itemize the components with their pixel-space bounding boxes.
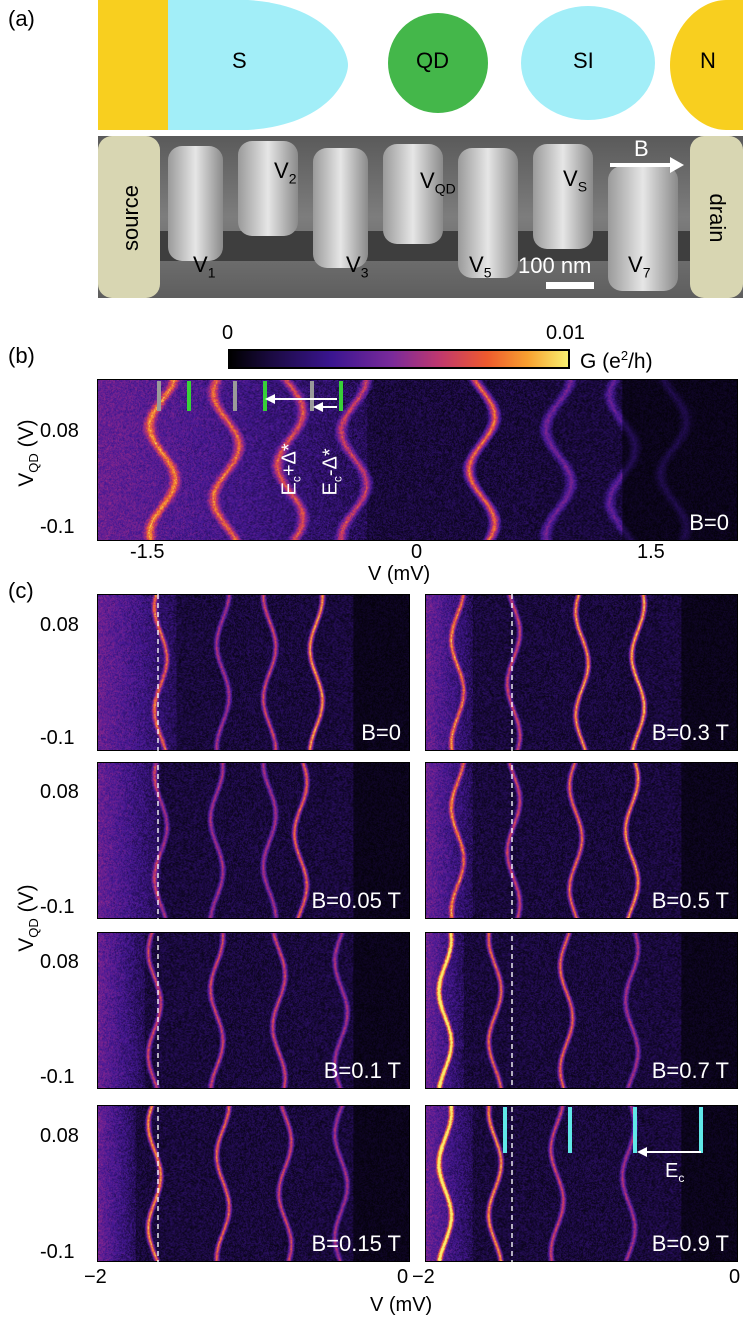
gap-annotations bbox=[157, 381, 343, 412]
c-xtick-left-min: −2 bbox=[84, 1266, 107, 1288]
b-ytick-bottom: -0.1 bbox=[40, 516, 75, 538]
panel-label-a: (a) bbox=[8, 6, 35, 31]
reference-dashed-lines bbox=[157, 594, 513, 1262]
heatmap-c6-field-label: B=0.7 T bbox=[651, 1058, 729, 1083]
heatmap-c3-field-label: B=0.05 T bbox=[311, 888, 402, 913]
b-xtick-right: 1.5 bbox=[637, 541, 665, 563]
field-arrow-head bbox=[670, 157, 684, 173]
heatmap-c3: B=0.05 T bbox=[97, 762, 410, 919]
c-xtick-right-max: 0 bbox=[729, 1266, 741, 1288]
heatmap-b: B=0 bbox=[97, 379, 738, 541]
drain-contact bbox=[690, 136, 743, 298]
gate-label-v3: V3 bbox=[346, 252, 369, 281]
field-label: B bbox=[634, 136, 649, 161]
source-contact bbox=[98, 136, 160, 298]
schematic-label-qd: QD bbox=[416, 48, 449, 73]
ec-label: Ec bbox=[665, 1160, 685, 1185]
c7-ytick-bottom: -0.1 bbox=[40, 1241, 75, 1263]
superconducting-island-region bbox=[521, 6, 655, 120]
colorbar bbox=[228, 349, 570, 369]
b-xtick-left: -1.5 bbox=[130, 541, 165, 563]
lead-left-region bbox=[98, 0, 168, 130]
gate-label-v5: V5 bbox=[469, 252, 492, 281]
b-ytick-top: 0.08 bbox=[40, 420, 79, 442]
heatmap-c4: B=0.5 T bbox=[425, 762, 738, 919]
c5-ytick-top: 0.08 bbox=[40, 951, 79, 973]
colorbar-max-label: 0.01 bbox=[546, 322, 585, 344]
heatmap-c8-field-label: B=0.9 T bbox=[651, 1231, 729, 1256]
device-schematic bbox=[98, 0, 743, 130]
heatmap-c4-field-label: B=0.5 T bbox=[651, 888, 729, 913]
heatmap-c2-field-label: B=0.3 T bbox=[651, 720, 729, 745]
quantum-dot-region bbox=[388, 13, 488, 113]
c1-ytick-bottom: -0.1 bbox=[40, 727, 75, 749]
colorbar-unit-label: G (e2/h) bbox=[580, 348, 653, 373]
b-x-axis-label: V (mV) bbox=[368, 563, 431, 585]
c-xtick-right-min: −2 bbox=[412, 1266, 435, 1288]
c7-ytick-top: 0.08 bbox=[40, 1125, 79, 1147]
ec-plus-delta-label: Ec+Δ* bbox=[278, 443, 304, 496]
c-x-axis-label: V (mV) bbox=[370, 1294, 433, 1316]
heatmap-c5: B=0.1 T bbox=[97, 932, 410, 1089]
schematic-label-si: SI bbox=[573, 48, 594, 73]
y-axis-label-b: VQD (V) bbox=[14, 419, 42, 487]
drain-label: drain bbox=[705, 193, 730, 243]
colorbar-min-label: 0 bbox=[222, 322, 234, 344]
gate-label-v1: V1 bbox=[193, 252, 216, 281]
gate-label-v7: V7 bbox=[628, 252, 651, 281]
heatmap-c1: B=0 bbox=[97, 594, 410, 751]
c3-ytick-bottom: -0.1 bbox=[40, 896, 75, 918]
heatmap-c1-field-label: B=0 bbox=[361, 720, 401, 745]
ec-minus-delta-label: Ec-Δ* bbox=[319, 448, 345, 496]
panel-label-c: (c) bbox=[8, 578, 34, 603]
gate-label-v2: V2 bbox=[274, 158, 297, 187]
heatmap-c7: B=0.15 T bbox=[97, 1105, 410, 1262]
sem-image bbox=[98, 136, 743, 298]
superconductor-region bbox=[168, 0, 348, 130]
c5-ytick-bottom: -0.1 bbox=[40, 1066, 75, 1088]
panel-label-b: (b) bbox=[8, 343, 35, 368]
heatmap-c6: B=0.7 T bbox=[425, 932, 738, 1089]
b-xtick-mid: 0 bbox=[411, 541, 423, 563]
source-label: source bbox=[118, 184, 143, 252]
gate-label-vs: VS bbox=[563, 166, 588, 195]
heatmap-c2: B=0.3 T bbox=[425, 594, 738, 751]
scale-bar-label: 100 nm bbox=[518, 253, 592, 278]
schematic-label-n: N bbox=[700, 48, 716, 73]
y-axis-label-c: VQD (V) bbox=[14, 884, 42, 952]
scale-bar bbox=[546, 282, 594, 289]
normal-lead-region bbox=[670, 0, 743, 130]
c-xtick-left-max: 0 bbox=[397, 1266, 409, 1288]
c3-ytick-top: 0.08 bbox=[40, 781, 79, 803]
gate-label-vqd: VQD bbox=[420, 168, 456, 197]
heatmap-c8: B=0.9 T bbox=[425, 1105, 738, 1262]
heatmap-c7-field-label: B=0.15 T bbox=[311, 1231, 402, 1256]
schematic-label-s: S bbox=[232, 48, 247, 73]
c1-ytick-top: 0.08 bbox=[40, 614, 79, 636]
heatmap-c5-field-label: B=0.1 T bbox=[323, 1058, 401, 1083]
heatmap-b-field-label: B=0 bbox=[689, 510, 729, 535]
ec-markers bbox=[503, 1107, 703, 1157]
